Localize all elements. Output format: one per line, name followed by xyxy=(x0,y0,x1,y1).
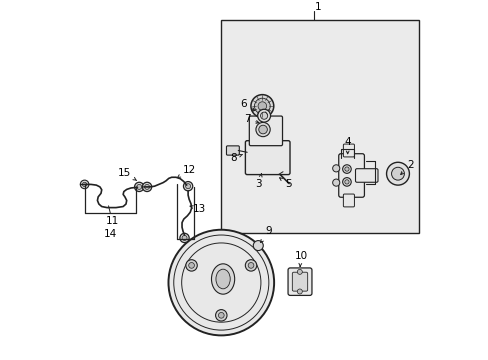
Circle shape xyxy=(168,230,274,336)
Circle shape xyxy=(183,181,192,191)
Circle shape xyxy=(218,312,224,318)
Ellipse shape xyxy=(216,269,230,289)
Text: 14: 14 xyxy=(103,229,117,239)
Circle shape xyxy=(182,235,186,240)
Text: 12: 12 xyxy=(177,165,195,177)
Ellipse shape xyxy=(211,264,234,294)
Circle shape xyxy=(245,260,256,271)
Circle shape xyxy=(80,180,89,189)
Circle shape xyxy=(137,184,142,189)
Circle shape xyxy=(185,184,190,189)
Circle shape xyxy=(180,233,189,243)
Circle shape xyxy=(386,162,408,185)
Text: 1: 1 xyxy=(314,2,321,12)
Circle shape xyxy=(250,95,273,117)
Circle shape xyxy=(254,98,270,114)
Text: 2: 2 xyxy=(400,160,413,175)
Text: 4: 4 xyxy=(344,136,350,154)
Text: 11: 11 xyxy=(105,216,119,226)
Circle shape xyxy=(144,184,149,189)
Circle shape xyxy=(297,289,302,294)
Circle shape xyxy=(257,109,270,122)
Circle shape xyxy=(391,167,404,180)
Circle shape xyxy=(260,112,267,119)
Text: 7: 7 xyxy=(243,114,259,125)
FancyBboxPatch shape xyxy=(245,141,289,175)
Bar xyxy=(221,20,419,233)
Circle shape xyxy=(248,262,253,268)
Circle shape xyxy=(344,167,348,171)
Circle shape xyxy=(255,122,270,137)
Circle shape xyxy=(185,260,197,271)
Text: 9: 9 xyxy=(260,226,272,243)
Circle shape xyxy=(344,180,348,184)
Circle shape xyxy=(142,182,151,192)
FancyBboxPatch shape xyxy=(287,268,311,296)
Circle shape xyxy=(188,262,194,268)
Circle shape xyxy=(82,182,86,186)
Circle shape xyxy=(258,102,266,111)
Circle shape xyxy=(253,240,263,251)
Circle shape xyxy=(297,269,302,274)
FancyBboxPatch shape xyxy=(355,169,377,182)
Circle shape xyxy=(332,179,339,186)
Circle shape xyxy=(342,165,350,174)
Circle shape xyxy=(342,177,350,186)
Text: 5: 5 xyxy=(279,178,291,189)
FancyBboxPatch shape xyxy=(338,154,364,197)
Circle shape xyxy=(258,125,267,134)
FancyBboxPatch shape xyxy=(226,146,239,155)
Circle shape xyxy=(332,165,339,172)
Circle shape xyxy=(134,182,143,192)
Text: 10: 10 xyxy=(294,251,307,266)
FancyBboxPatch shape xyxy=(343,194,354,207)
Text: 15: 15 xyxy=(118,168,136,181)
Circle shape xyxy=(215,310,226,321)
Text: 3: 3 xyxy=(255,174,262,189)
FancyBboxPatch shape xyxy=(343,144,354,157)
FancyBboxPatch shape xyxy=(292,272,307,291)
Text: 13: 13 xyxy=(190,204,206,215)
FancyBboxPatch shape xyxy=(249,116,282,146)
Text: 6: 6 xyxy=(240,99,254,111)
Text: 8: 8 xyxy=(230,153,242,163)
